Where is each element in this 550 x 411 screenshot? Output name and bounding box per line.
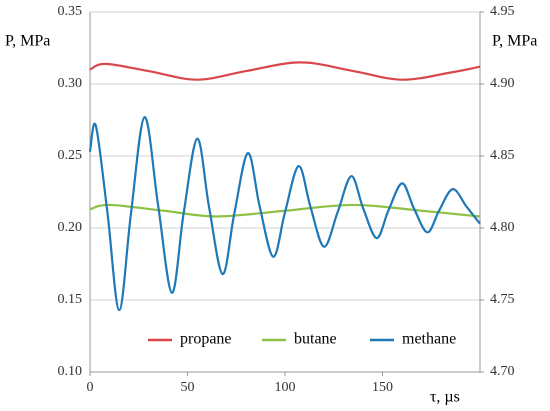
y-tick-label: 0.10 <box>58 364 83 379</box>
legend-label: propane <box>180 331 232 348</box>
y-tick-label: 0.20 <box>58 220 83 235</box>
y2-axis-label: P, MPa <box>492 33 537 50</box>
y2-tick-label: 4.95 <box>490 4 515 19</box>
x-tick-label: 150 <box>372 380 393 395</box>
y2-tick-label: 4.90 <box>490 76 515 91</box>
legend-label: butane <box>294 331 337 348</box>
y2-tick-label: 4.75 <box>490 292 515 307</box>
y-tick-label: 0.25 <box>58 148 83 163</box>
y-tick-label: 0.30 <box>58 76 83 91</box>
x-axis-label: τ, µs <box>430 389 460 406</box>
y-tick-label: 0.35 <box>58 4 83 19</box>
y-tick-label: 0.15 <box>58 292 83 307</box>
series-line <box>89 203 481 218</box>
x-tick-label: 100 <box>275 380 296 395</box>
y2-tick-label: 4.80 <box>490 220 515 235</box>
series-line <box>88 116 481 312</box>
series-line <box>89 61 481 81</box>
y2-tick-label: 4.85 <box>490 148 515 163</box>
y2-tick-label: 4.70 <box>490 364 515 379</box>
x-tick-label: 0 <box>87 380 94 395</box>
legend-label: methane <box>402 331 456 348</box>
y-axis-label: P, MPa <box>5 33 50 50</box>
x-tick-label: 50 <box>181 380 195 395</box>
